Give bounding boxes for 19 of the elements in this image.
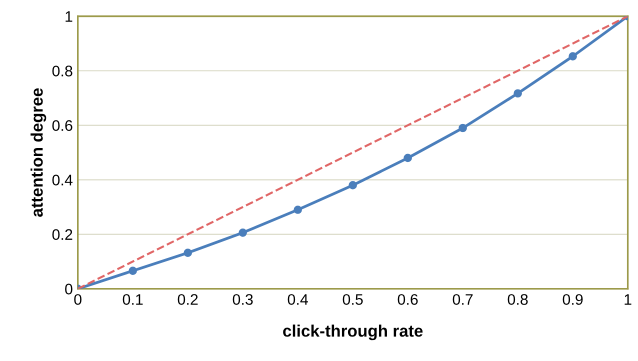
x-tick-label: 0.5 <box>342 294 363 305</box>
x-tick-label: 0.9 <box>562 294 583 305</box>
y-axis-title: attention degree <box>30 88 46 217</box>
y-tick-label: 1 <box>66 11 72 22</box>
y-tick-label: 0.4 <box>52 174 73 186</box>
x-tick-label: 0.6 <box>398 294 418 305</box>
x-tick-label: 1 <box>624 294 632 305</box>
y-tick-label: 0.8 <box>52 66 72 76</box>
x-tick-label: 0.7 <box>452 294 473 305</box>
y-tick-label: 0 <box>65 284 72 294</box>
x-tick-label: 0.4 <box>288 294 308 305</box>
x-tick-label: 0.1 <box>122 294 143 305</box>
x-tick-label: 0.8 <box>508 294 528 305</box>
y-tick-label: 0.6 <box>52 120 72 131</box>
y-tick-label: 0.2 <box>52 229 72 240</box>
x-axis-title: click-through rate <box>283 324 423 340</box>
x-tick-label: 0 <box>74 294 82 305</box>
x-tick-label: 0.2 <box>178 294 198 305</box>
x-tick-label: 0.3 <box>232 294 253 305</box>
